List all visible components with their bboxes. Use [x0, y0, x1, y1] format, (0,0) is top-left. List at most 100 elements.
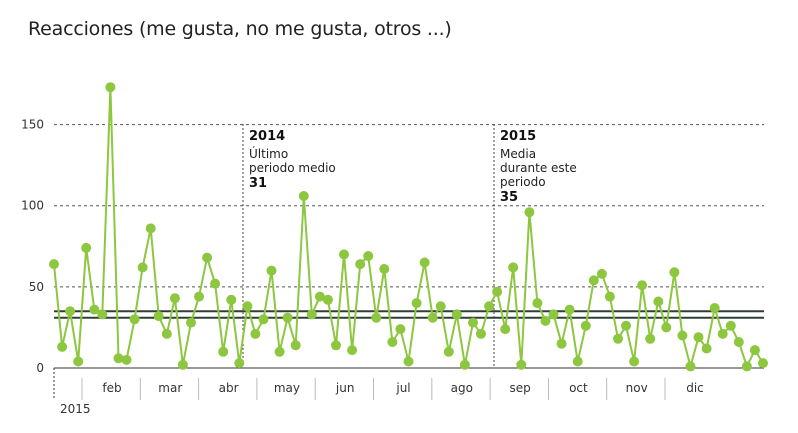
- year-label: 2015: [60, 402, 91, 416]
- data-point-48: [435, 301, 446, 312]
- data-point-50: [451, 309, 462, 320]
- data-point-37: [347, 345, 358, 356]
- x-tick-label-dic: dic: [686, 381, 704, 395]
- data-point-55: [492, 286, 503, 297]
- data-point-82: [709, 303, 720, 313]
- data-point-14: [161, 328, 172, 339]
- data-point-64: [564, 304, 575, 315]
- data-point-16: [177, 359, 188, 370]
- data-point-74: [645, 333, 656, 344]
- data-point-52: [468, 317, 478, 328]
- data-point-86: [741, 361, 752, 372]
- data-point-49: [443, 346, 454, 357]
- data-point-3: [73, 356, 84, 367]
- data-point-21: [218, 346, 229, 357]
- data-point-75: [653, 296, 664, 307]
- data-point-4: [81, 242, 92, 253]
- x-tick-label-oct: oct: [569, 381, 588, 395]
- data-point-45: [411, 298, 422, 309]
- data-point-78: [677, 330, 688, 341]
- data-point-70: [613, 333, 623, 344]
- data-point-60: [532, 298, 543, 309]
- data-point-68: [596, 268, 607, 279]
- data-point-31: [298, 191, 309, 201]
- data-point-15: [169, 293, 180, 304]
- data-point-67: [588, 275, 599, 286]
- annotation-text: periodo: [500, 175, 546, 189]
- data-point-18: [194, 291, 204, 302]
- data-point-32: [306, 309, 317, 320]
- data-point-66: [580, 320, 591, 331]
- data-point-44: [403, 356, 414, 367]
- data-point-11: [137, 262, 148, 273]
- annotation-year-2015: 2015: [500, 129, 536, 144]
- data-point-56: [500, 324, 511, 335]
- annotation-year-2014: 2014: [249, 129, 285, 144]
- data-point-57: [508, 262, 519, 273]
- x-tick-label-ago: ago: [451, 381, 473, 395]
- x-tick-label-sep: sep: [509, 381, 530, 395]
- data-point-1: [57, 341, 68, 352]
- annotation-value-2014: 31: [249, 176, 267, 191]
- grid-lines: [54, 124, 764, 369]
- data-point-47: [427, 312, 438, 323]
- data-point-83: [717, 328, 728, 339]
- y-tick-label-0: 0: [36, 361, 44, 375]
- data-point-20: [210, 278, 221, 289]
- data-point-80: [693, 332, 704, 343]
- data-point-27: [266, 265, 277, 276]
- data-point-6: [97, 309, 108, 320]
- chart-title: Reacciones (me gusta, no me gusta, otros…: [28, 18, 452, 40]
- data-point-28: [274, 346, 285, 357]
- data-point-71: [621, 320, 631, 331]
- data-point-40: [371, 312, 382, 323]
- data-point-85: [733, 337, 744, 347]
- data-point-51: [459, 359, 470, 370]
- data-point-73: [637, 280, 648, 291]
- annotation-text: Último: [249, 146, 288, 161]
- data-point-61: [540, 315, 551, 326]
- y-axis-ticks: 0 50 100 150: [21, 118, 44, 375]
- data-point-63: [556, 338, 567, 349]
- data-point-9: [121, 354, 132, 365]
- data-point-41: [379, 264, 390, 274]
- data-point-12: [145, 223, 156, 234]
- x-tick-label-may: may: [274, 381, 300, 395]
- data-point-38: [355, 259, 366, 270]
- data-series: [49, 82, 768, 372]
- x-tick-label-mar: mar: [158, 381, 182, 395]
- data-point-36: [339, 249, 349, 260]
- x-axis: 2015 feb mar abr may jun jul ago sep oct nov dic: [53, 368, 704, 416]
- data-point-22: [226, 294, 237, 305]
- y-tick-label-150: 150: [21, 118, 44, 132]
- data-point-46: [419, 257, 430, 268]
- data-point-17: [186, 317, 196, 328]
- annotation-text: Media: [500, 147, 536, 161]
- data-point-24: [242, 301, 253, 312]
- data-point-25: [250, 328, 261, 339]
- data-point-35: [331, 340, 341, 351]
- x-tick-label-jun: jun: [335, 381, 355, 395]
- data-point-58: [516, 359, 527, 370]
- data-point-42: [387, 337, 398, 347]
- x-tick-label-feb: feb: [102, 381, 121, 395]
- data-point-39: [363, 251, 374, 261]
- x-tick-label-nov: nov: [626, 381, 648, 395]
- data-point-29: [282, 312, 293, 323]
- data-point-34: [322, 294, 333, 305]
- data-point-65: [572, 356, 583, 367]
- annotation-value-2015: 35: [500, 190, 518, 205]
- data-point-2: [65, 306, 76, 317]
- data-point-81: [701, 343, 712, 354]
- data-point-8: [113, 353, 124, 364]
- data-point-84: [725, 320, 736, 331]
- series-line: [53, 86, 764, 368]
- data-point-23: [234, 358, 245, 369]
- y-tick-label-50: 50: [29, 280, 44, 294]
- data-point-26: [258, 314, 269, 325]
- data-point-79: [685, 361, 696, 372]
- data-point-88: [758, 358, 768, 369]
- data-point-53: [476, 328, 486, 339]
